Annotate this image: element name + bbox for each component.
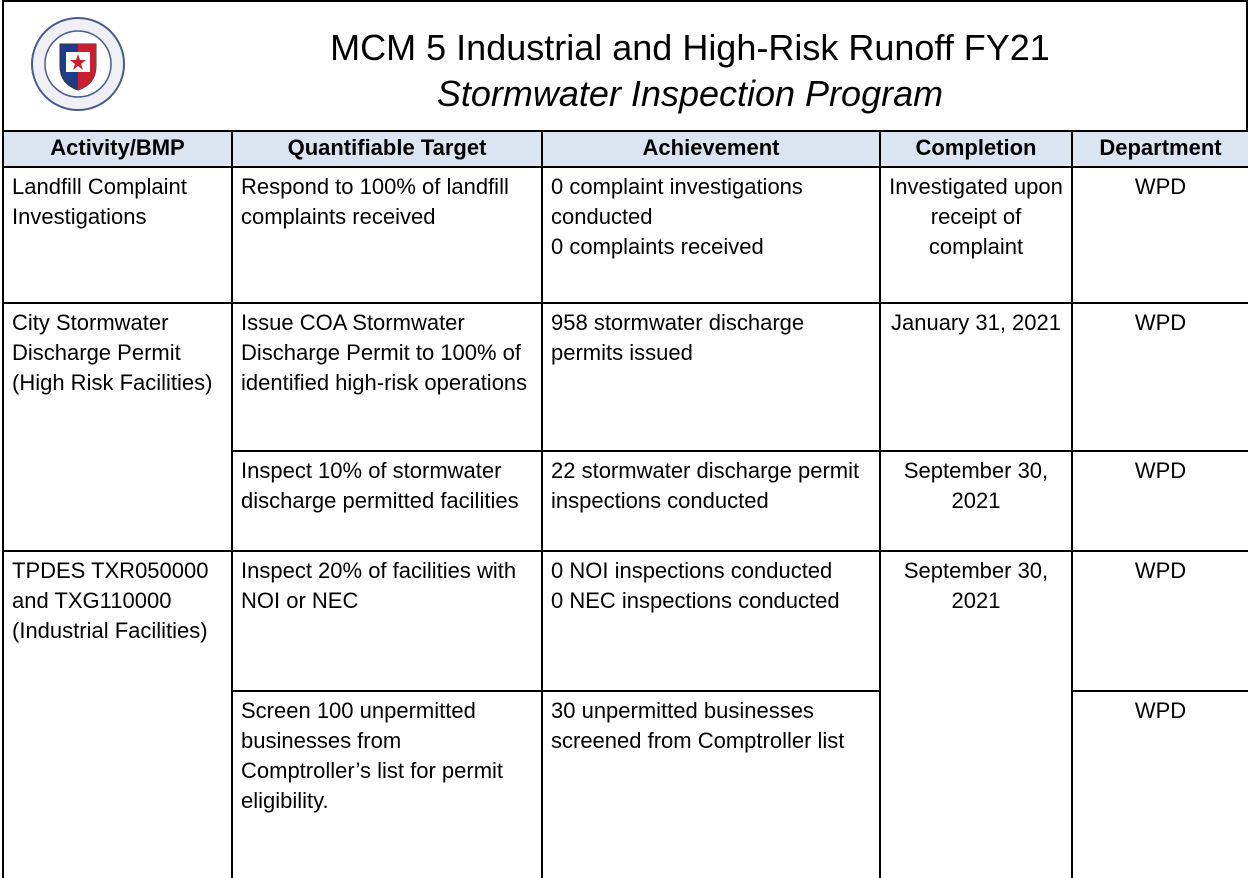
column-header: Completion: [879, 130, 1073, 168]
column-header: Department: [1071, 130, 1248, 168]
title: MCM 5 Industrial and High-Risk Runoff FY…: [330, 27, 1050, 68]
cell: Respond to 100% of landfill complaints r…: [231, 166, 543, 304]
column-header: Quantifiable Target: [231, 130, 543, 168]
cell: Inspect 20% of facilities with NOI or NE…: [231, 550, 543, 692]
cell: WPD: [1071, 450, 1248, 552]
table: Activity/BMP Quantifiable Target Achieve…: [2, 130, 1248, 878]
column-header: Achievement: [541, 130, 881, 168]
cell: 30 unpermitted businesses screened from …: [541, 690, 881, 878]
cell: January 31, 2021: [879, 302, 1073, 452]
cell: Issue COA Stormwater Discharge Permit to…: [231, 302, 543, 452]
cell: September 30, 2021: [879, 450, 1073, 552]
subtitle: Stormwater Inspection Program: [436, 73, 944, 114]
cell: TPDES TXR050000 and TXG110000 (Industria…: [2, 550, 233, 878]
cell: WPD: [1071, 550, 1248, 692]
cell: 958 stormwater discharge permits issued: [541, 302, 881, 452]
cell: Inspect 10% of stormwater discharge perm…: [231, 450, 543, 552]
cell: WPD: [1071, 690, 1248, 878]
title-box: MCM 5 Industrial and High-Risk Runoff FY…: [2, 0, 1248, 132]
cell: 0 NOI inspections conducted 0 NEC inspec…: [541, 550, 881, 692]
cell: 22 stormwater discharge permit inspectio…: [541, 450, 881, 552]
cell: WPD: [1071, 166, 1248, 304]
column-header: Activity/BMP: [2, 130, 233, 168]
cell: City Stormwater Discharge Permit (High R…: [2, 302, 233, 552]
cell: Landfill Complaint Investigations: [2, 166, 233, 304]
cell: WPD: [1071, 302, 1248, 452]
cell: Investigated upon receipt of complaint: [879, 166, 1073, 304]
cell: Screen 100 unpermitted businesses from C…: [231, 690, 543, 878]
cell: 0 complaint investigations conducted 0 c…: [541, 166, 881, 304]
city-seal: [31, 17, 125, 111]
cell: September 30, 2021: [879, 550, 1073, 878]
